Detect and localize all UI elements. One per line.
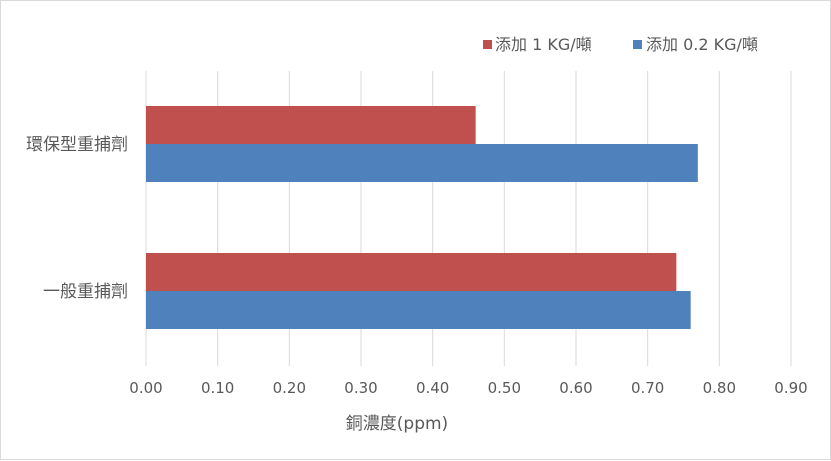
x-axis-title: 銅濃度(ppm) xyxy=(346,414,448,434)
x-tick-label: 0.80 xyxy=(703,379,736,397)
bars xyxy=(146,106,698,329)
legend: 添加 1 KG/噸 添加 0.2 KG/噸 xyxy=(483,35,758,54)
x-tick-label: 0.20 xyxy=(273,379,306,397)
category-label: 一般重捕劑 xyxy=(43,282,128,302)
x-tick-label: 0.10 xyxy=(201,379,234,397)
x-tick-label: 0.00 xyxy=(129,379,162,397)
bar xyxy=(146,106,476,144)
x-tick-label: 0.60 xyxy=(559,379,592,397)
legend-swatch xyxy=(483,40,492,49)
x-tick-label: 0.70 xyxy=(631,379,664,397)
x-tick-label: 0.50 xyxy=(488,379,521,397)
x-tick-label: 0.30 xyxy=(344,379,377,397)
x-tick-label: 0.90 xyxy=(774,379,807,397)
legend-swatch xyxy=(633,40,642,49)
category-label: 環保型重捕劑 xyxy=(26,135,128,155)
bar xyxy=(146,291,691,329)
legend-label: 添加 1 KG/噸 xyxy=(495,35,592,54)
x-tick-labels: 0.00 0.10 0.20 0.30 0.40 0.50 0.60 0.70 0.80 0.90 xyxy=(129,379,807,397)
legend-label: 添加 0.2 KG/噸 xyxy=(646,35,758,54)
bar xyxy=(146,144,698,182)
x-tick-label: 0.40 xyxy=(416,379,449,397)
bar xyxy=(146,253,677,291)
